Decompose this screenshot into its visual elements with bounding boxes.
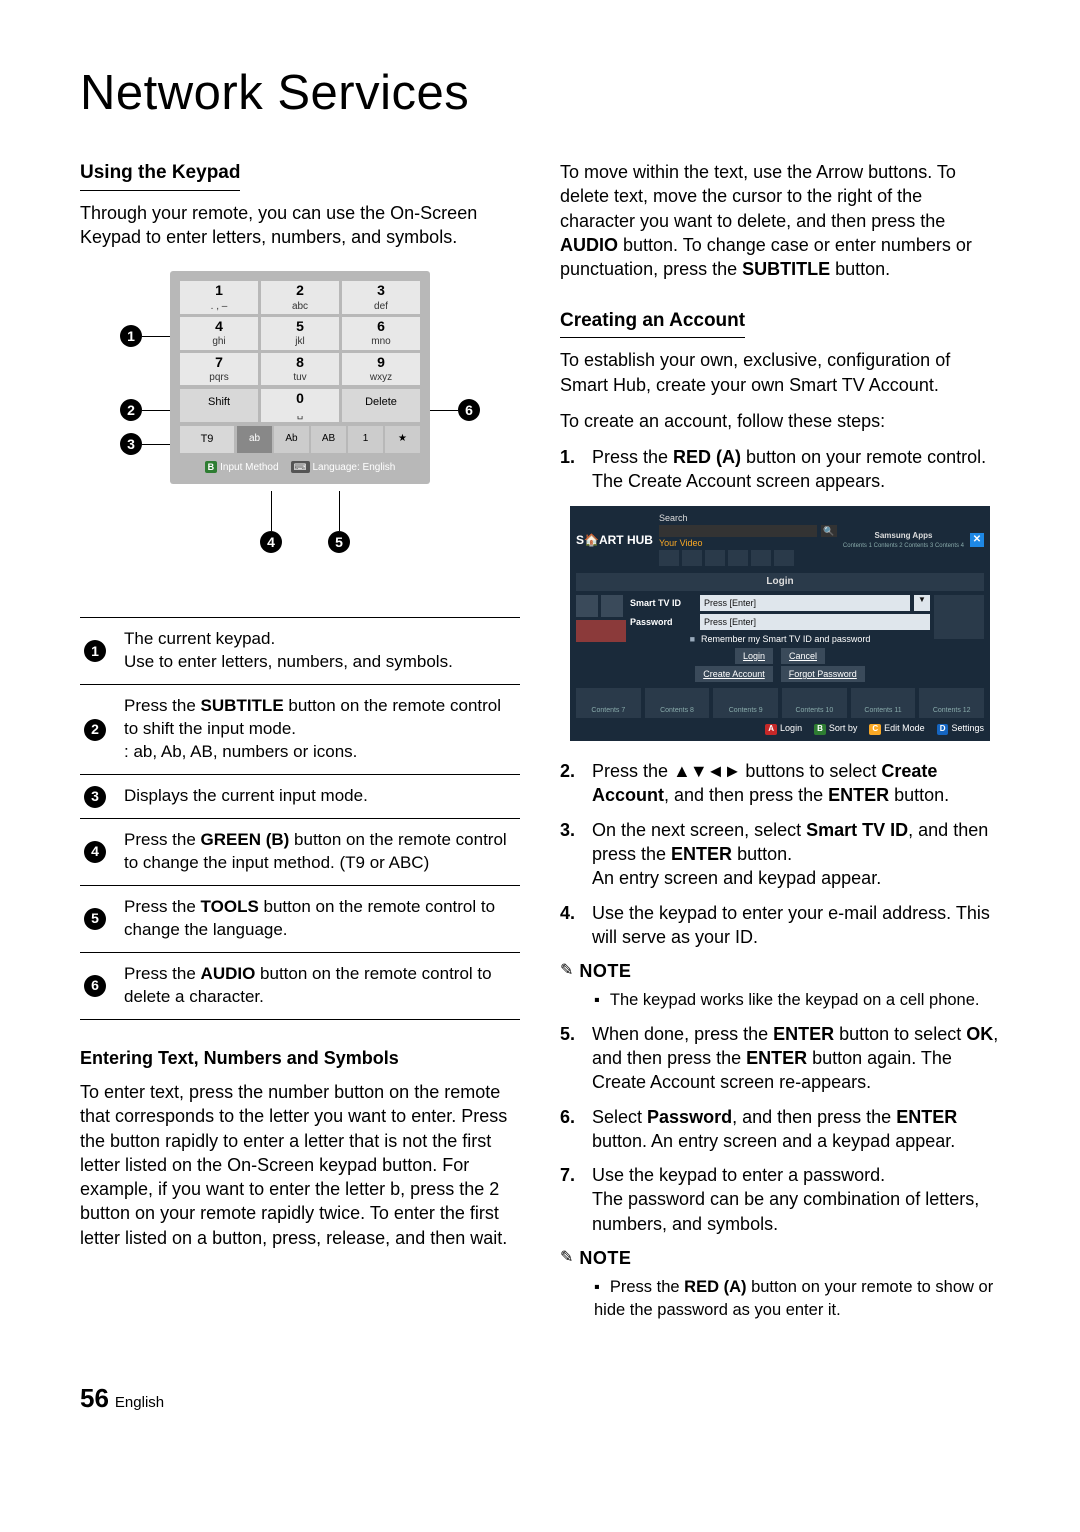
- account-intro-1: To establish your own, exclusive, config…: [560, 348, 1000, 397]
- keypad-t9: T9: [180, 426, 234, 453]
- callout-3: 3: [120, 433, 142, 455]
- keypad-key: 6mno: [342, 317, 420, 350]
- using-keypad-heading: Using the Keypad: [80, 160, 240, 191]
- keypad-key: 4ghi: [180, 317, 258, 350]
- account-intro-2: To create an account, follow these steps…: [560, 409, 1000, 433]
- legend-row: 1The current keypad.Use to enter letters…: [80, 618, 520, 685]
- callout-1: 1: [120, 325, 142, 347]
- keypad-key: 3def: [342, 281, 420, 314]
- keypad-key: 1. , –: [180, 281, 258, 314]
- keypad-0: 0␣: [261, 389, 339, 422]
- smart-hub-screenshot: S🏠ART HUB Search 🔍 Your Video Samsung Ap…: [570, 506, 990, 741]
- keypad-illustration: 1. , –2abc3def 4ghi5jkl6mno 7pqrs8tuv9wxyz…: [80, 271, 520, 591]
- hub-thumb: Contents 8: [645, 688, 710, 718]
- hub-thumb: Contents 9: [713, 688, 778, 718]
- entering-text-heading: Entering Text, Numbers and Symbols: [80, 1046, 520, 1070]
- hub-thumb: Contents 11: [851, 688, 916, 718]
- left-column: Using the Keypad Through your remote, yo…: [80, 160, 520, 1331]
- hub-thumb: Contents 12: [919, 688, 984, 718]
- keypad-key: 9wxyz: [342, 353, 420, 386]
- entering-text-body: To enter text, press the number button o…: [80, 1080, 520, 1250]
- step-1: 1.Press the RED (A) button on your remot…: [560, 445, 1000, 494]
- keypad-mode: ab: [237, 426, 272, 453]
- keypad-mode: AB: [311, 426, 346, 453]
- right-column: To move within the text, use the Arrow b…: [560, 160, 1000, 1331]
- note-1: ✎NOTE: [560, 959, 1000, 983]
- keypad-key: 8tuv: [261, 353, 339, 386]
- using-keypad-intro: Through your remote, you can use the On-…: [80, 201, 520, 250]
- keypad-key: 5jkl: [261, 317, 339, 350]
- legend-row: 6Press the AUDIO button on the remote co…: [80, 953, 520, 1020]
- keypad-delete: Delete: [342, 389, 420, 422]
- note-2-item: Press the RED (A) button on your remote …: [594, 1276, 1000, 1321]
- step-2: 2.Press the ▲▼◄► buttons to select Creat…: [560, 759, 1000, 808]
- hub-thumb: Contents 7: [576, 688, 641, 718]
- step-6: 6.Select Password, and then press the EN…: [560, 1105, 1000, 1154]
- step-4: 4.Use the keypad to enter your e-mail ad…: [560, 901, 1000, 950]
- page-footer: 56English: [80, 1381, 1000, 1416]
- callout-4: 4: [260, 531, 282, 553]
- note-1-item: The keypad works like the keypad on a ce…: [594, 989, 1000, 1011]
- step-5: 5.When done, press the ENTER button to s…: [560, 1022, 1000, 1095]
- legend-row: 5Press the TOOLS button on the remote co…: [80, 886, 520, 953]
- keypad-shift: Shift: [180, 389, 258, 422]
- move-text-para: To move within the text, use the Arrow b…: [560, 160, 1000, 281]
- keypad-key: 7pqrs: [180, 353, 258, 386]
- note-2: ✎NOTE: [560, 1246, 1000, 1270]
- step-3: 3.On the next screen, select Smart TV ID…: [560, 818, 1000, 891]
- page-title: Network Services: [80, 60, 1000, 126]
- legend-row: 4Press the GREEN (B) button on the remot…: [80, 819, 520, 886]
- keypad-mode: Ab: [274, 426, 309, 453]
- keypad-key: 2abc: [261, 281, 339, 314]
- legend-row: 3Displays the current input mode.: [80, 775, 520, 819]
- callout-2: 2: [120, 399, 142, 421]
- callout-6: 6: [458, 399, 480, 421]
- keypad-mode: ★: [385, 426, 420, 453]
- creating-account-heading: Creating an Account: [560, 308, 745, 339]
- step-7: 7.Use the keypad to enter a password.The…: [560, 1163, 1000, 1236]
- legend-row: 2Press the SUBTITLE button on the remote…: [80, 685, 520, 775]
- hub-thumb: Contents 10: [782, 688, 847, 718]
- callout-5: 5: [328, 531, 350, 553]
- keypad-mode: 1: [348, 426, 383, 453]
- keypad-legend: 1The current keypad.Use to enter letters…: [80, 617, 520, 1019]
